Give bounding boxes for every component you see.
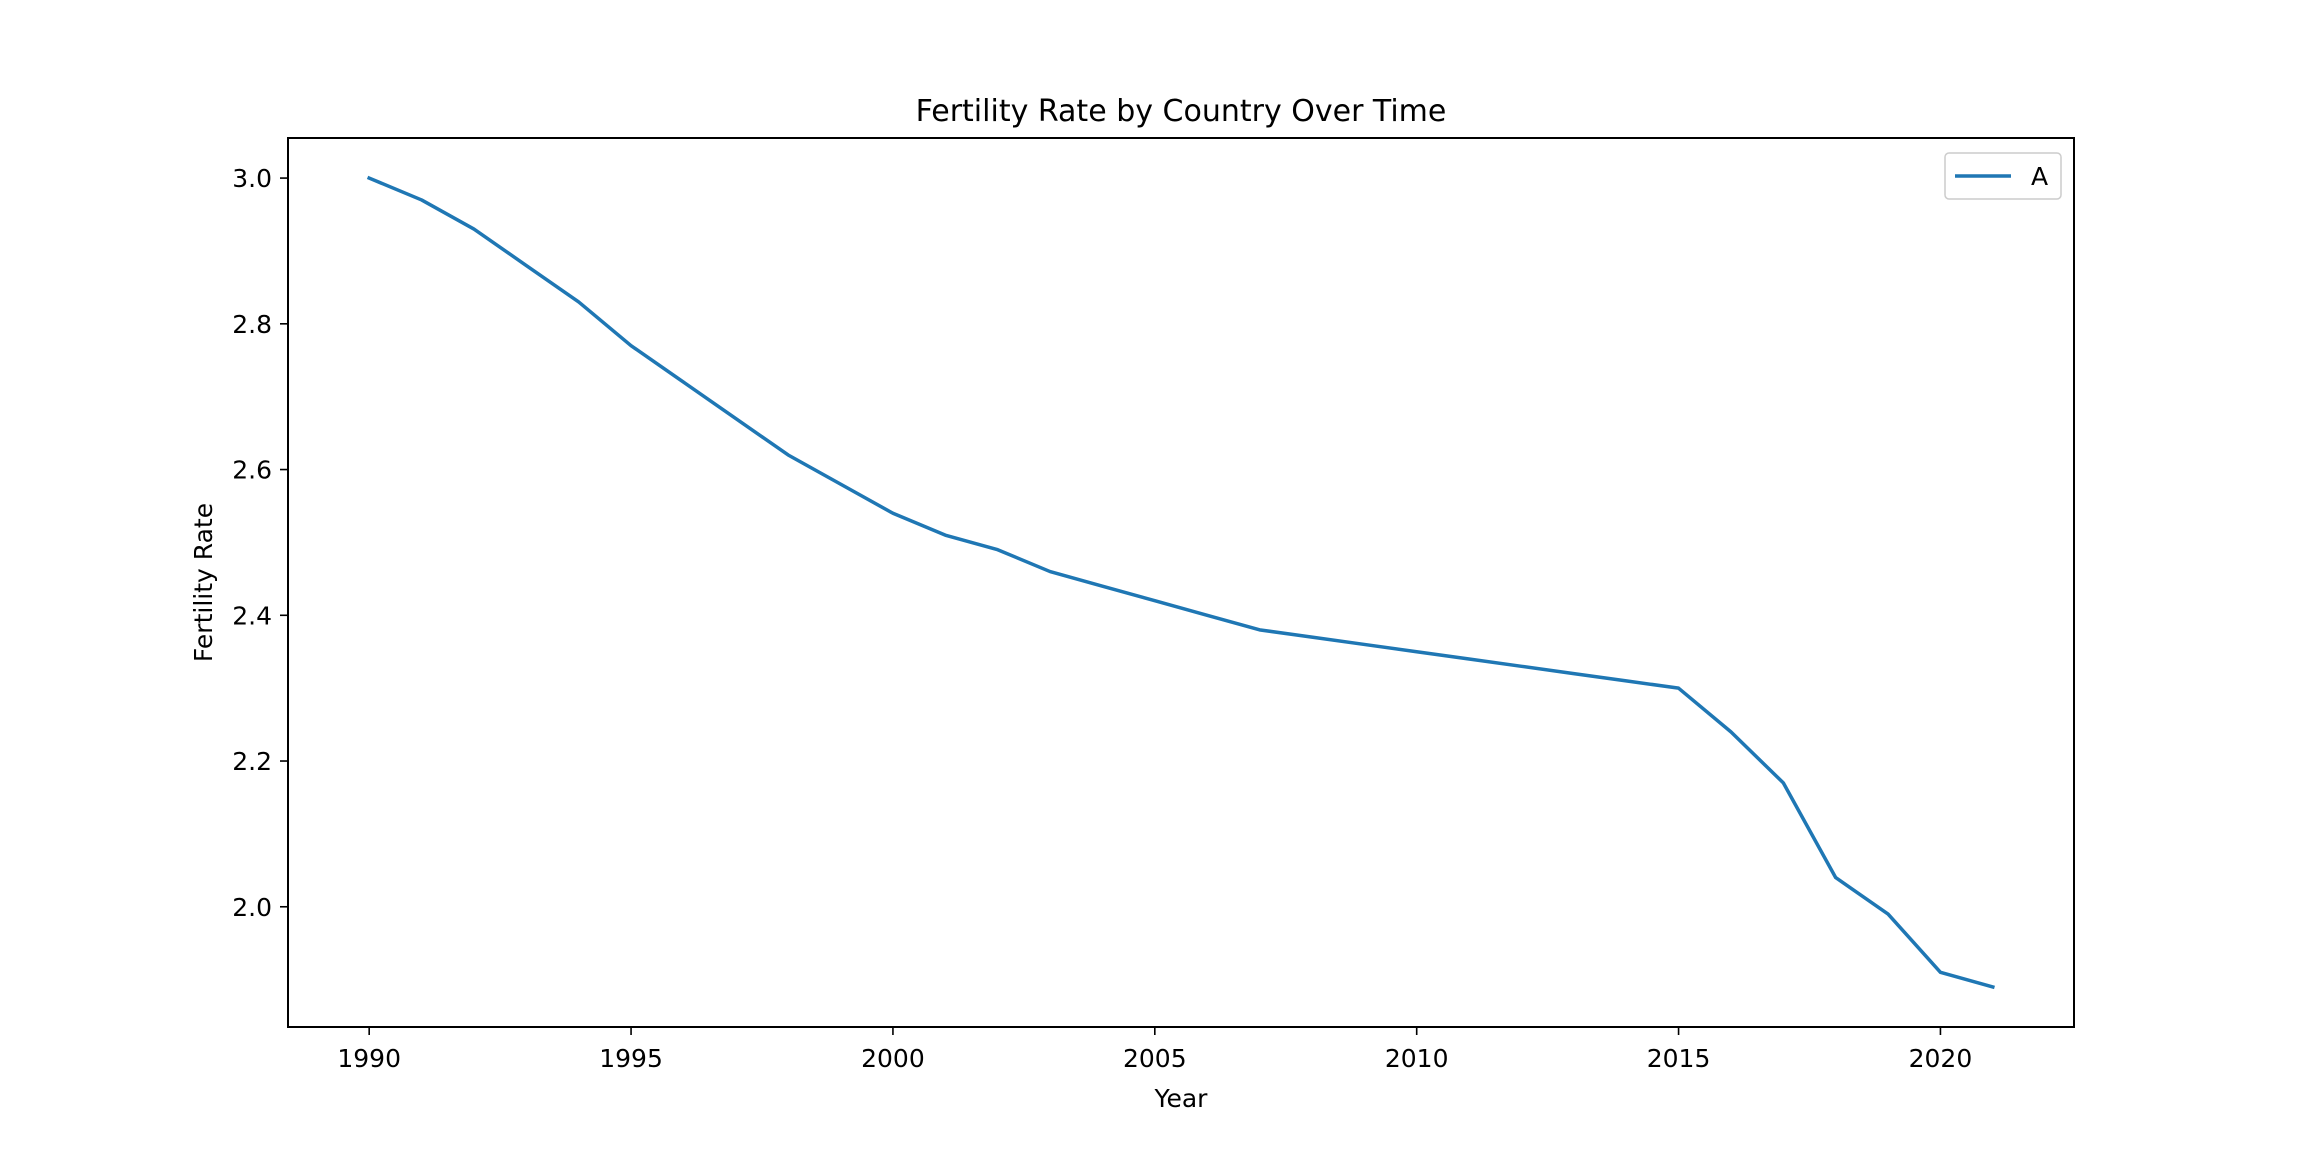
legend-label-series-a: A xyxy=(2031,162,2048,191)
x-tick-label: 2005 xyxy=(1123,1044,1187,1073)
x-axis: 1990 1995 2000 2005 2010 2015 2020 xyxy=(337,1027,1972,1073)
x-tick-label: 1995 xyxy=(599,1044,663,1073)
y-tick-label: 2.6 xyxy=(232,456,272,485)
x-tick-label: 2010 xyxy=(1385,1044,1449,1073)
series-layer xyxy=(366,175,1995,990)
y-axis: 2.0 2.2 2.4 2.6 2.8 3.0 xyxy=(232,164,288,922)
chart-title: Fertility Rate by Country Over Time xyxy=(916,94,1447,129)
plot-frame xyxy=(287,137,2075,1028)
x-tick-label: 1990 xyxy=(337,1044,401,1073)
x-tick-label: 2015 xyxy=(1647,1044,1711,1073)
series-line-a xyxy=(366,175,1995,990)
y-tick-label: 2.8 xyxy=(232,310,272,339)
legend: A xyxy=(1944,152,2062,200)
y-tick-label: 2.0 xyxy=(232,893,272,922)
x-tick-label: 2000 xyxy=(861,1044,925,1073)
x-tick-label: 2020 xyxy=(1909,1044,1973,1073)
y-axis-title: Fertility Rate xyxy=(189,503,218,662)
y-tick-label: 2.2 xyxy=(232,747,272,776)
y-tick-label: 2.4 xyxy=(232,601,272,630)
y-tick-label: 3.0 xyxy=(232,164,272,193)
x-axis-title: Year xyxy=(1154,1084,1209,1113)
plot-area xyxy=(287,137,2075,1028)
